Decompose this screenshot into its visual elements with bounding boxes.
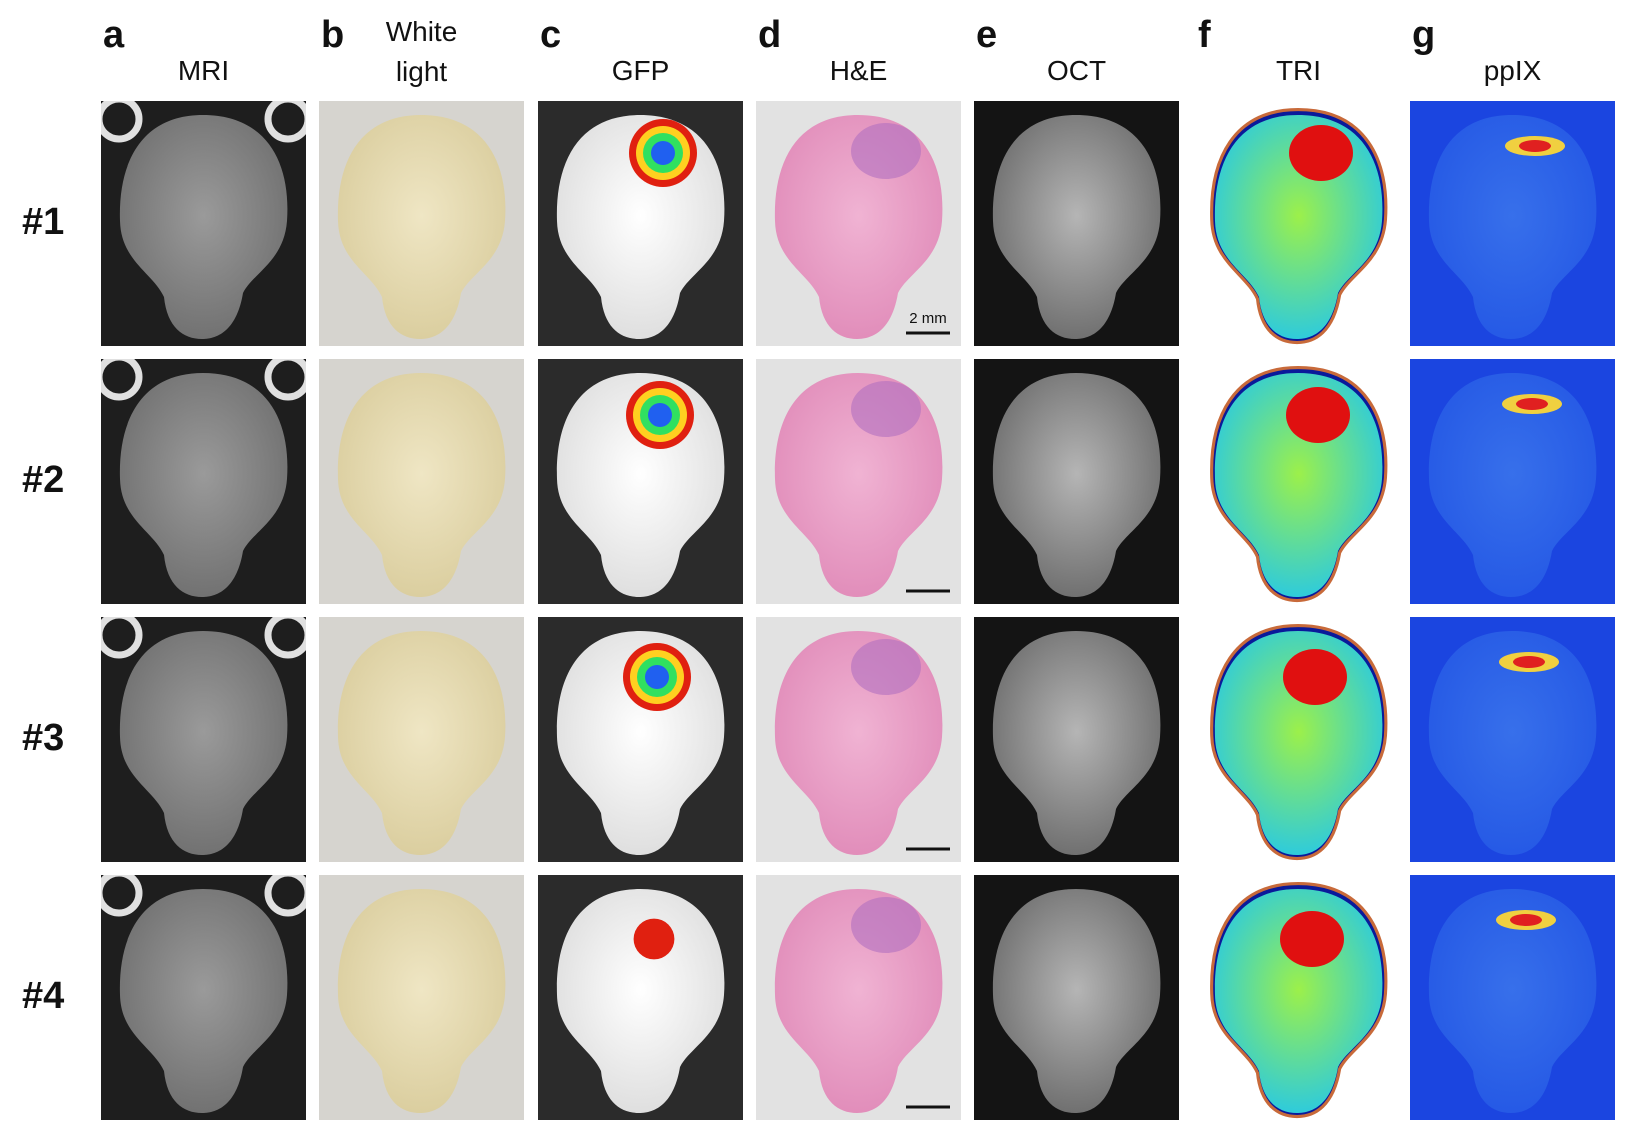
brain	[337, 631, 506, 855]
row-label: #2	[22, 459, 65, 501]
panel-letter: e	[976, 14, 998, 56]
column-title: H&E	[829, 55, 888, 86]
tumor-stain	[851, 639, 921, 695]
tumor-stain	[851, 897, 921, 953]
image-panel	[538, 101, 743, 346]
image-panel	[101, 101, 306, 346]
image-panel	[319, 101, 524, 346]
image-panel: 2 mm	[756, 101, 961, 346]
brain	[337, 373, 506, 597]
panel-letter: b	[321, 14, 345, 56]
tumor-signal	[1280, 911, 1344, 967]
brain	[1428, 631, 1597, 855]
row-label: #4	[22, 975, 65, 1017]
image-panel	[1410, 101, 1615, 346]
column-title: White light	[385, 16, 458, 87]
image-panel	[1196, 617, 1401, 862]
image-panel	[538, 359, 743, 604]
panel-letter: g	[1412, 14, 1436, 56]
brain	[1428, 115, 1597, 339]
image-panel	[1410, 875, 1615, 1120]
image-panel	[756, 875, 961, 1120]
brain	[1428, 889, 1597, 1113]
brain	[992, 115, 1161, 339]
column-title: MRI	[177, 55, 230, 86]
eye	[101, 617, 143, 659]
eye	[264, 101, 306, 143]
row-label: #1	[22, 201, 65, 243]
brain	[992, 631, 1161, 855]
image-panel	[756, 617, 961, 862]
image-panel	[1196, 875, 1401, 1120]
tumor-signal	[633, 918, 675, 960]
tumor-stain	[851, 123, 921, 179]
column-title: TRI	[1275, 55, 1322, 86]
tumor-signal	[1289, 125, 1353, 181]
image-panel	[1196, 101, 1401, 346]
column-title: ppIX	[1483, 55, 1542, 86]
image-panel	[319, 875, 524, 1120]
column-title: OCT	[1046, 55, 1107, 86]
tumor-signal	[1513, 656, 1545, 668]
brain	[556, 889, 725, 1113]
image-panel	[101, 875, 306, 1120]
brain	[119, 115, 288, 339]
eye	[101, 875, 143, 917]
image-panel	[974, 359, 1179, 604]
brain	[992, 373, 1161, 597]
image-panel	[101, 359, 306, 604]
image-panel	[1410, 617, 1615, 862]
tumor-signal	[1519, 140, 1551, 152]
brain	[337, 889, 506, 1113]
image-panel	[1196, 359, 1401, 604]
tumor-stain	[851, 381, 921, 437]
tumor-signal	[1286, 387, 1350, 443]
brain	[119, 889, 288, 1113]
tumor-signal	[648, 403, 672, 427]
tumor-signal	[1283, 649, 1347, 705]
eye	[264, 875, 306, 917]
panel-letter: a	[103, 14, 125, 56]
image-panel	[101, 617, 306, 862]
column-title: GFP	[611, 55, 670, 86]
tumor-signal	[651, 141, 675, 165]
panel-letter: d	[758, 14, 782, 56]
brain	[992, 889, 1161, 1113]
brain	[1428, 373, 1597, 597]
panel-letter: c	[540, 14, 562, 56]
panel-letter: f	[1198, 14, 1211, 56]
brain	[337, 115, 506, 339]
tumor-signal	[1510, 914, 1542, 926]
image-panel	[974, 101, 1179, 346]
eye	[101, 101, 143, 143]
image-panel	[538, 875, 743, 1120]
image-panel	[319, 617, 524, 862]
brain	[119, 631, 288, 855]
image-panel	[756, 359, 961, 604]
tumor-signal	[645, 665, 669, 689]
brain	[119, 373, 288, 597]
row-label: #3	[22, 717, 65, 759]
eye	[264, 617, 306, 659]
scale-bar-label: 2 mm	[909, 310, 947, 327]
image-panel	[974, 875, 1179, 1120]
image-panel	[974, 617, 1179, 862]
eye	[264, 359, 306, 401]
image-panel	[319, 359, 524, 604]
eye	[101, 359, 143, 401]
image-panel	[538, 617, 743, 862]
image-panel	[1410, 359, 1615, 604]
tumor-signal	[1516, 398, 1548, 410]
